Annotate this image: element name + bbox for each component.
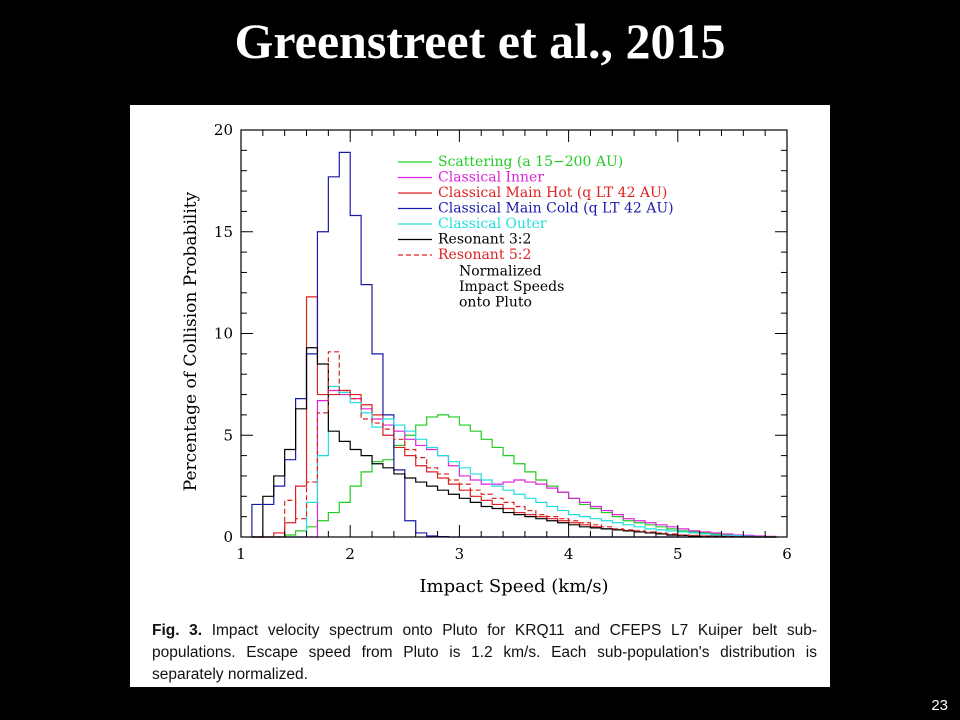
series-line-0	[251, 414, 777, 538]
y-tick-label: 0	[223, 528, 233, 546]
legend-label-3: Classical Main Cold (q LT 42 AU)	[438, 201, 674, 217]
series-line-6	[251, 351, 777, 538]
y-tick-label: 20	[214, 121, 233, 139]
x-tick-label: 3	[455, 545, 465, 563]
x-tick-label: 4	[564, 545, 574, 563]
x-axis-label: Impact Speed (km/s)	[419, 576, 608, 597]
caption-text: Impact velocity spectrum onto Pluto for …	[152, 622, 817, 683]
annotation-line-1: Impact Speeds	[459, 279, 564, 295]
legend-label-2: Classical Main Hot (q LT 42 AU)	[438, 185, 667, 201]
slide-title: Greenstreet et al., 2015	[234, 13, 726, 69]
legend-label-1: Classical Inner	[438, 170, 544, 186]
figure-panel: 1 2 3 4 5 6 0 5 10 15 20 Impact Speed (km/s) Percent…	[130, 105, 830, 687]
legend-label-4: Classical Outer	[438, 216, 547, 232]
legend-label-0: Scattering (a 15−200 AU)	[438, 154, 623, 170]
x-tick-label: 2	[345, 545, 355, 563]
legend-label-6: Resonant 5:2	[438, 247, 531, 263]
caption-label: Fig. 3.	[152, 622, 203, 639]
series-line-2	[251, 296, 777, 538]
y-tick-label: 10	[214, 325, 233, 343]
y-tick-label: 5	[223, 426, 233, 444]
page-number: 23	[931, 697, 948, 714]
x-tick-label: 1	[236, 545, 246, 563]
legend-label-5: Resonant 3:2	[438, 232, 531, 248]
annotation-line-0: Normalized	[459, 264, 542, 280]
x-tick-label: 5	[673, 545, 683, 563]
annotation-line-2: onto Pluto	[459, 295, 532, 311]
histogram-chart: 1 2 3 4 5 6 0 5 10 15 20 Impact Speed (km/s) Percent…	[181, 121, 792, 597]
y-axis-label: Percentage of Collision Probability	[181, 191, 201, 491]
figure-caption: Fig. 3. Impact velocity spectrum onto Pl…	[152, 620, 817, 686]
x-tick-label: 6	[782, 545, 792, 563]
y-tick-label: 15	[214, 223, 233, 241]
